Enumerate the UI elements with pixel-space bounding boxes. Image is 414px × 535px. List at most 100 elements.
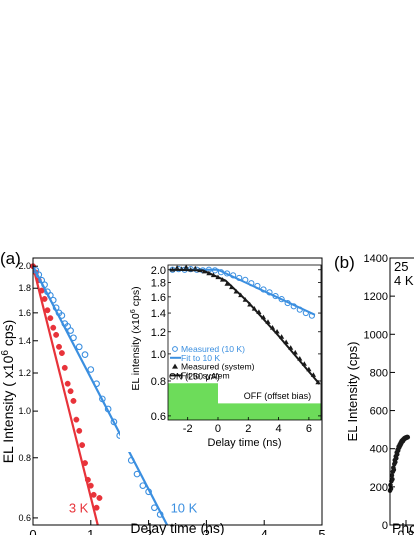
panel-a-y-axis-label-sup: 6 (0, 350, 11, 356)
inset-data-point (183, 264, 189, 270)
legend-label: Fit to system (181, 370, 230, 380)
inset-data-point (174, 265, 180, 270)
data-point (56, 343, 62, 350)
data-point (70, 334, 77, 342)
panel-a-y-tick-label: 2.0 (18, 261, 31, 271)
data-point (87, 366, 95, 373)
data-point (90, 491, 97, 498)
panel-b-annotation-line-1: 25 (394, 259, 408, 274)
bias-area (168, 383, 321, 420)
panel-a-x-tick-label: 0 (29, 527, 36, 535)
inset-fits (169, 268, 321, 385)
series-10k (32, 265, 169, 526)
panel-a: (a) 0.60.81.01.21.41.61.82.0 -2 0 2 4 6 EL i… (0, 249, 326, 535)
panel-b-annotation-line-2: 4 K (394, 273, 414, 288)
inset-x-tick-label: 4 (276, 423, 282, 435)
inset-y-tick-label: 1.6 (151, 292, 166, 304)
data-point (46, 291, 54, 299)
panel-b-data-point (390, 476, 395, 482)
inset-y-tick-label: 1.4 (151, 308, 166, 320)
inset-x-tick-label: 2 (245, 423, 251, 435)
inset-y-tick-label: 1.0 (151, 349, 166, 361)
panel-b-data-point (393, 455, 399, 461)
panel-b-y-tick-label: 1400 (364, 253, 388, 265)
data-point (52, 304, 60, 312)
panel-a-x-ticks: 0 1 2 3 4 5 (29, 520, 326, 535)
legend-label: Measured (10 K) (181, 344, 245, 354)
data-point (127, 457, 135, 464)
panel-a-y-tick-label: 1.2 (18, 368, 31, 378)
annotation-10k: 10 K (171, 501, 198, 516)
panel-a-frame (32, 257, 323, 526)
panel-a-y-tick-label: 1.8 (18, 283, 31, 293)
data-point (76, 427, 83, 434)
inset-y-ticks: 0.6 0.8 1.0 1.2 1.4 1.6 1.82.0 (151, 265, 321, 423)
bias-on-label: ON (250 μA) (169, 371, 220, 381)
data-point (64, 380, 71, 387)
panel-b-x-tick-label: 0.8 (398, 528, 414, 535)
legend-label: Fit to 10 K (181, 353, 220, 363)
data-point (93, 504, 100, 511)
legend-label: Measured (system) (181, 362, 255, 372)
panel-b-y-tick-label: 400 (370, 444, 388, 456)
panel-a-x-tick-label: 1 (87, 527, 94, 535)
data-point (67, 388, 74, 395)
bias-off-label: OFF (offset bias) (244, 391, 311, 401)
data-point (58, 350, 65, 357)
panel-b-data-point (394, 452, 400, 457)
data-point (79, 442, 86, 449)
legend-marker (172, 363, 178, 369)
panel-a-x-axis-label: Delay time (ns) (130, 520, 224, 535)
panel-b-y-tick-label: 1200 (364, 291, 388, 303)
panel-a-x-tick-label: 3 (203, 527, 210, 535)
inset-y-tick-label: 0.6 (151, 411, 166, 423)
panel-b-data-point (389, 473, 395, 478)
panel-a-x-tick-label: 5 (318, 527, 325, 535)
data-point (93, 380, 100, 388)
bias-waveform (168, 383, 321, 420)
panel-b-y-ticks: 0 200 400 600 800 1000 1200 1400 (364, 253, 395, 532)
panel-b-x-ticks: 0.8 (398, 520, 414, 535)
data-point (145, 488, 152, 496)
data-point (50, 324, 57, 331)
data-point (151, 504, 158, 512)
panel-a-y-axis-label-text: EL Intensity ( x10 (0, 355, 16, 463)
inset-x-tick-label: 0 (215, 423, 221, 435)
inset-y-tick-label: 2.0 (151, 265, 166, 277)
panel-b-data-point (392, 459, 398, 465)
data-point (38, 276, 46, 284)
panel-a-y-tick-label: 1.6 (18, 308, 31, 318)
inset-background (120, 265, 321, 452)
data-point (70, 397, 77, 404)
panel-b-y-tick-label: 800 (370, 367, 388, 379)
inset-y-tick-label: 1.2 (151, 327, 166, 339)
data-point (75, 343, 83, 351)
inset-chart: 0.6 0.8 1.0 1.2 1.4 1.6 1.82.0 -2 0 2 4 6 EL inten… (120, 264, 322, 452)
data-point (61, 364, 68, 371)
inset-x-ticks: -2 0 2 4 6 (183, 417, 312, 435)
data-point (96, 495, 103, 501)
data-point (58, 312, 66, 319)
inset-x-tick-label: 6 (306, 423, 312, 435)
data-point (84, 476, 91, 483)
panel-a-y-ticks: 0.6 0.8 1.0 1.2 1.4 1.6 1.8 2.0 (18, 261, 38, 523)
inset-y-tick-label: 1.8 (151, 278, 166, 290)
data-point (49, 296, 57, 304)
data-point (110, 418, 118, 426)
data-point (87, 482, 94, 489)
inset-fit-line (169, 268, 321, 385)
panel-a-y-tick-label: 0.8 (18, 453, 31, 463)
panel-a-y-axis-label: EL Intensity ( x106 cps) (0, 320, 16, 464)
data-point (67, 327, 74, 334)
panel-a-y-tick-label: 1.0 (18, 406, 31, 416)
panel-b-y-axis-label: EL Intensity (cps) (345, 342, 360, 442)
panel-b-y-tick-label: 600 (370, 406, 388, 418)
inset-x-axis-label: Delay time (ns) (208, 437, 282, 449)
panel-b-y-tick-label: 0 (382, 520, 388, 532)
data-point (81, 351, 89, 359)
panel-a-x-tick-label: 4 (261, 527, 268, 535)
inset-frame (167, 264, 322, 421)
panel-b-y-tick-label: 200 (370, 482, 388, 494)
